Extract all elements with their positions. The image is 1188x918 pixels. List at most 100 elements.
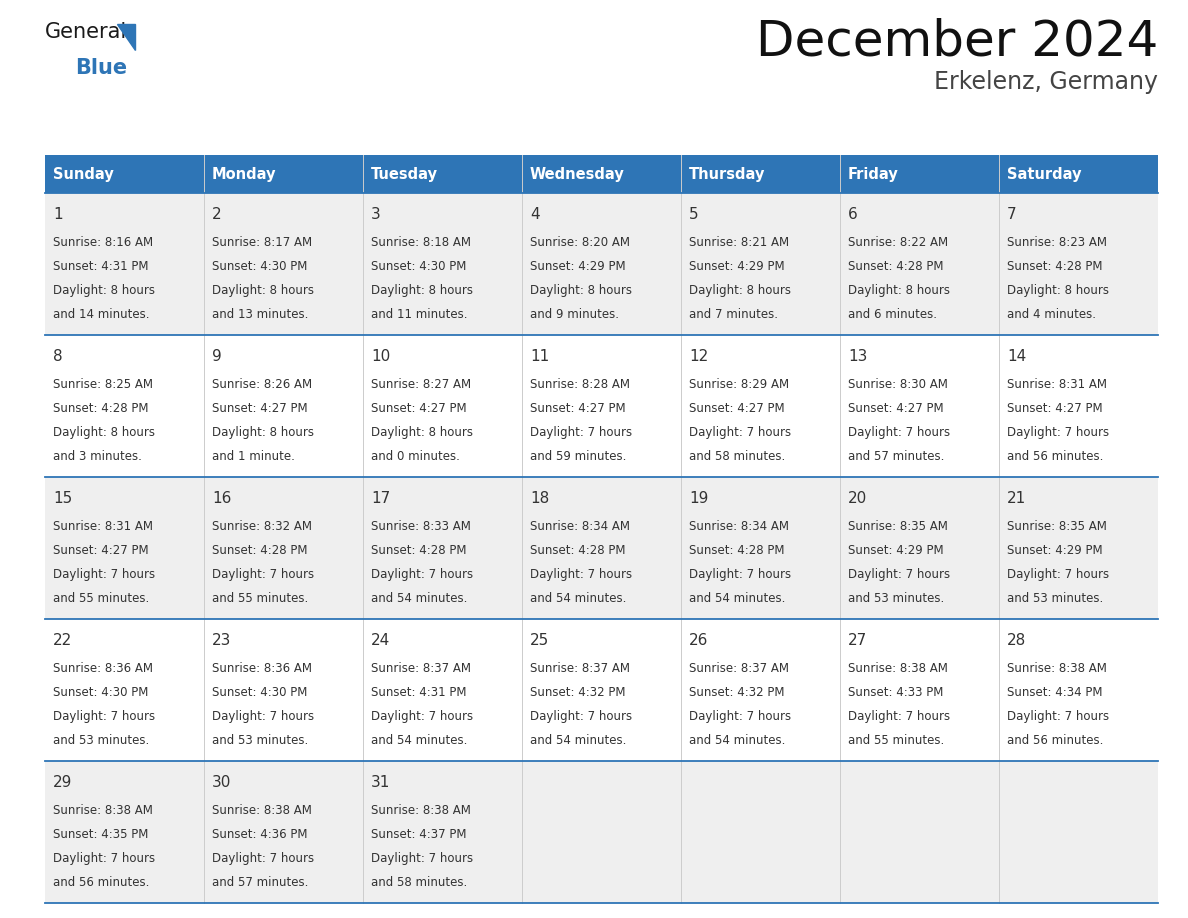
Text: and 54 minutes.: and 54 minutes.: [689, 734, 785, 747]
Text: Daylight: 8 hours: Daylight: 8 hours: [371, 426, 473, 439]
Text: Sunrise: 8:38 AM: Sunrise: 8:38 AM: [848, 662, 948, 675]
Text: and 55 minutes.: and 55 minutes.: [848, 734, 944, 747]
Text: 4: 4: [530, 207, 539, 222]
Text: Sunset: 4:34 PM: Sunset: 4:34 PM: [1007, 686, 1102, 699]
Bar: [45, 155, 204, 193]
Text: Daylight: 7 hours: Daylight: 7 hours: [371, 852, 473, 865]
Text: 29: 29: [53, 775, 72, 790]
Text: and 3 minutes.: and 3 minutes.: [53, 450, 141, 463]
Text: 27: 27: [848, 633, 867, 648]
Text: Sunset: 4:27 PM: Sunset: 4:27 PM: [1007, 402, 1102, 415]
Text: Sunset: 4:27 PM: Sunset: 4:27 PM: [211, 402, 308, 415]
Text: Daylight: 7 hours: Daylight: 7 hours: [1007, 568, 1110, 581]
Text: and 59 minutes.: and 59 minutes.: [530, 450, 626, 463]
Text: Daylight: 7 hours: Daylight: 7 hours: [1007, 710, 1110, 722]
Text: Sunrise: 8:18 AM: Sunrise: 8:18 AM: [371, 236, 470, 249]
Text: and 58 minutes.: and 58 minutes.: [689, 450, 785, 463]
Text: Sunrise: 8:16 AM: Sunrise: 8:16 AM: [53, 236, 153, 249]
Text: 7: 7: [1007, 207, 1017, 222]
Text: Daylight: 7 hours: Daylight: 7 hours: [848, 426, 950, 439]
Bar: [522, 155, 681, 193]
Text: Sunset: 4:31 PM: Sunset: 4:31 PM: [371, 686, 467, 699]
Text: 25: 25: [530, 633, 549, 648]
Bar: [840, 155, 999, 193]
Text: Daylight: 7 hours: Daylight: 7 hours: [530, 568, 632, 581]
Text: 21: 21: [1007, 491, 1026, 506]
Text: Sunrise: 8:37 AM: Sunrise: 8:37 AM: [371, 662, 470, 675]
Text: and 56 minutes.: and 56 minutes.: [1007, 450, 1104, 463]
Text: Sunrise: 8:29 AM: Sunrise: 8:29 AM: [689, 377, 789, 390]
Text: and 13 minutes.: and 13 minutes.: [211, 308, 309, 321]
Text: Daylight: 7 hours: Daylight: 7 hours: [211, 710, 314, 722]
Text: Sunrise: 8:34 AM: Sunrise: 8:34 AM: [530, 520, 630, 532]
Text: and 53 minutes.: and 53 minutes.: [211, 734, 308, 747]
Text: Sunset: 4:32 PM: Sunset: 4:32 PM: [689, 686, 784, 699]
Text: 24: 24: [371, 633, 390, 648]
Text: Sunday: Sunday: [53, 166, 114, 182]
Bar: [204, 155, 364, 193]
Text: 30: 30: [211, 775, 232, 790]
Text: and 58 minutes.: and 58 minutes.: [371, 876, 467, 889]
Text: Sunrise: 8:20 AM: Sunrise: 8:20 AM: [530, 236, 630, 249]
Text: Sunset: 4:28 PM: Sunset: 4:28 PM: [848, 260, 943, 273]
Text: 14: 14: [1007, 349, 1026, 364]
Text: 20: 20: [848, 491, 867, 506]
Text: and 1 minute.: and 1 minute.: [211, 450, 295, 463]
Text: Daylight: 8 hours: Daylight: 8 hours: [53, 426, 154, 439]
Bar: [45, 477, 1158, 619]
Text: 1: 1: [53, 207, 63, 222]
Text: Sunset: 4:28 PM: Sunset: 4:28 PM: [689, 543, 784, 556]
Text: Sunset: 4:30 PM: Sunset: 4:30 PM: [211, 260, 308, 273]
Text: Sunset: 4:29 PM: Sunset: 4:29 PM: [530, 260, 626, 273]
Text: Daylight: 7 hours: Daylight: 7 hours: [848, 710, 950, 722]
Text: Sunrise: 8:28 AM: Sunrise: 8:28 AM: [530, 377, 630, 390]
Text: and 53 minutes.: and 53 minutes.: [848, 592, 944, 605]
Text: Sunset: 4:30 PM: Sunset: 4:30 PM: [211, 686, 308, 699]
Text: Daylight: 8 hours: Daylight: 8 hours: [1007, 284, 1108, 297]
Text: Sunset: 4:28 PM: Sunset: 4:28 PM: [53, 402, 148, 415]
Text: and 57 minutes.: and 57 minutes.: [211, 876, 309, 889]
Text: Sunset: 4:32 PM: Sunset: 4:32 PM: [530, 686, 625, 699]
Text: Sunset: 4:27 PM: Sunset: 4:27 PM: [53, 543, 148, 556]
Text: and 54 minutes.: and 54 minutes.: [371, 734, 467, 747]
Text: Daylight: 7 hours: Daylight: 7 hours: [211, 568, 314, 581]
Bar: [681, 155, 840, 193]
Text: and 53 minutes.: and 53 minutes.: [1007, 592, 1104, 605]
Text: Daylight: 7 hours: Daylight: 7 hours: [689, 426, 791, 439]
Text: 31: 31: [371, 775, 391, 790]
Text: 12: 12: [689, 349, 708, 364]
Text: Daylight: 7 hours: Daylight: 7 hours: [53, 852, 156, 865]
Text: Sunrise: 8:17 AM: Sunrise: 8:17 AM: [211, 236, 312, 249]
Text: Sunrise: 8:37 AM: Sunrise: 8:37 AM: [530, 662, 630, 675]
Text: Sunset: 4:27 PM: Sunset: 4:27 PM: [848, 402, 943, 415]
Text: Sunrise: 8:26 AM: Sunrise: 8:26 AM: [211, 377, 312, 390]
Text: Sunset: 4:37 PM: Sunset: 4:37 PM: [371, 828, 467, 841]
Text: and 54 minutes.: and 54 minutes.: [689, 592, 785, 605]
Text: and 54 minutes.: and 54 minutes.: [530, 734, 626, 747]
Text: Sunrise: 8:31 AM: Sunrise: 8:31 AM: [1007, 377, 1107, 390]
Text: 15: 15: [53, 491, 72, 506]
Text: Daylight: 7 hours: Daylight: 7 hours: [1007, 426, 1110, 439]
Text: Sunrise: 8:34 AM: Sunrise: 8:34 AM: [689, 520, 789, 532]
Text: Daylight: 7 hours: Daylight: 7 hours: [530, 426, 632, 439]
Bar: [45, 335, 1158, 477]
Text: and 55 minutes.: and 55 minutes.: [211, 592, 308, 605]
Text: Daylight: 8 hours: Daylight: 8 hours: [689, 284, 791, 297]
Text: Daylight: 7 hours: Daylight: 7 hours: [53, 710, 156, 722]
Text: 26: 26: [689, 633, 708, 648]
Bar: [999, 155, 1158, 193]
Text: Sunrise: 8:38 AM: Sunrise: 8:38 AM: [371, 803, 470, 817]
Bar: [45, 193, 1158, 335]
Text: 6: 6: [848, 207, 858, 222]
Text: Sunset: 4:28 PM: Sunset: 4:28 PM: [530, 543, 625, 556]
Text: Monday: Monday: [211, 166, 277, 182]
Text: Daylight: 8 hours: Daylight: 8 hours: [530, 284, 632, 297]
Text: Daylight: 8 hours: Daylight: 8 hours: [211, 426, 314, 439]
Text: Sunrise: 8:31 AM: Sunrise: 8:31 AM: [53, 520, 153, 532]
Text: Sunset: 4:29 PM: Sunset: 4:29 PM: [848, 543, 943, 556]
Text: Daylight: 7 hours: Daylight: 7 hours: [371, 568, 473, 581]
Text: and 53 minutes.: and 53 minutes.: [53, 734, 150, 747]
Text: Daylight: 7 hours: Daylight: 7 hours: [371, 710, 473, 722]
Text: Daylight: 7 hours: Daylight: 7 hours: [53, 568, 156, 581]
Text: Daylight: 7 hours: Daylight: 7 hours: [848, 568, 950, 581]
